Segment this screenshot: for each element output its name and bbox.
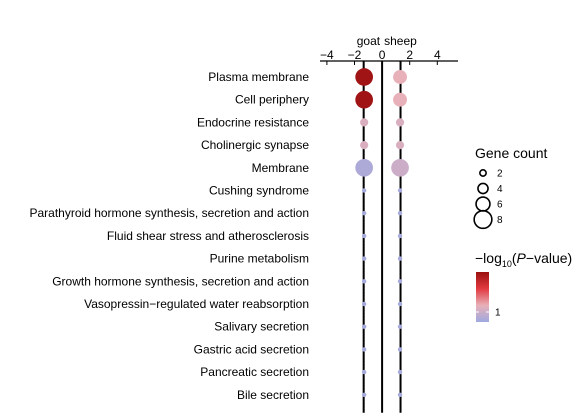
threshold-lines — [362, 61, 402, 413]
x-tick-label: 4 — [434, 48, 441, 62]
size-legend-circle — [475, 196, 491, 212]
point-sheep — [397, 233, 403, 239]
size-legend-circle — [479, 169, 487, 177]
point-sheep — [397, 256, 403, 261]
size-legend-circle — [477, 182, 489, 195]
size-legend-circle — [473, 209, 493, 230]
category-label: Cell periphery — [235, 93, 309, 107]
point-goat — [361, 233, 367, 239]
category-label: Cushing syndrome — [209, 184, 309, 198]
column-label-goat: goat — [357, 34, 381, 48]
point-sheep — [397, 211, 403, 216]
size-legend-label: 2 — [497, 169, 503, 180]
point-sheep — [397, 369, 403, 375]
gene-count-legend-title: Gene count — [475, 145, 547, 161]
point-sheep — [397, 347, 403, 352]
point-goat — [355, 158, 374, 177]
category-label: Pancreatic secretion — [200, 365, 309, 379]
point-goat — [361, 279, 367, 284]
point-goat — [361, 324, 367, 329]
pvalue-legend: −log10(P−value) 1 — [475, 250, 572, 322]
category-label: Plasma membrane — [208, 70, 309, 84]
point-sheep — [393, 70, 407, 84]
category-label: Cholinergic synapse — [201, 138, 309, 152]
pvalue-legend-title: −log10(P−value) — [475, 250, 572, 269]
point-goat — [361, 188, 367, 193]
size-legend-label: 6 — [497, 200, 503, 211]
pvalue-legend-title-p: P — [517, 250, 527, 266]
column-labels: goat sheep — [357, 34, 417, 48]
size-legend-label: 4 — [497, 184, 503, 195]
size-legend-label: 8 — [497, 215, 503, 226]
point-sheep — [393, 92, 407, 107]
x-axis-ticks: −4 −2 0 2 4 — [320, 48, 441, 65]
point-sheep — [397, 301, 403, 307]
x-tick-label: 0 — [379, 48, 386, 62]
point-goat — [361, 301, 367, 307]
category-label: Parathyroid hormone synthesis, secretion… — [30, 206, 310, 220]
point-sheep — [397, 324, 403, 329]
category-label: Fluid shear stress and atherosclerosis — [107, 229, 309, 243]
point-sheep — [395, 118, 405, 127]
point-goat — [361, 256, 367, 261]
point-goat — [355, 68, 374, 86]
category-labels: Plasma membrane Cell periphery Endocrine r… — [30, 70, 310, 402]
category-label: Membrane — [252, 161, 310, 175]
point-sheep — [391, 158, 409, 177]
category-label: Growth hormone synthesis, secretion and … — [52, 274, 309, 288]
pvalue-legend-title-open: ( — [512, 250, 517, 266]
point-sheep — [397, 279, 403, 284]
category-label: Vasopressin−regulated water reabsorption — [84, 297, 309, 311]
point-goat — [360, 118, 369, 127]
category-label: Salivary secretion — [214, 320, 309, 334]
point-goat — [355, 90, 374, 109]
point-goat — [361, 392, 367, 397]
category-label: Gastric acid secretion — [194, 342, 309, 356]
column-label-sheep: sheep — [384, 34, 417, 48]
category-label: Purine metabolism — [210, 252, 309, 266]
point-goat — [361, 211, 367, 216]
point-sheep — [397, 392, 403, 397]
pvalue-legend-title-main: −log — [475, 250, 502, 266]
x-tick-label: −4 — [320, 48, 334, 62]
category-label: Endocrine resistance — [197, 115, 309, 129]
x-tick-label: −2 — [348, 48, 362, 62]
point-goat — [361, 369, 367, 375]
pvalue-legend-title-rest: −value) — [526, 250, 572, 266]
gene-count-legend: Gene count 2 4 6 8 — [473, 145, 547, 230]
pvalue-colorbar — [476, 272, 489, 322]
point-goat — [360, 141, 369, 150]
category-label: Bile secretion — [237, 388, 309, 402]
colorbar-tick-label: 1 — [495, 308, 501, 319]
point-goat — [361, 347, 367, 352]
pvalue-legend-title-subscript: 10 — [502, 259, 512, 269]
point-sheep — [395, 141, 405, 150]
x-tick-label: 2 — [406, 48, 413, 62]
point-sheep — [397, 188, 403, 193]
data-points — [355, 68, 409, 397]
